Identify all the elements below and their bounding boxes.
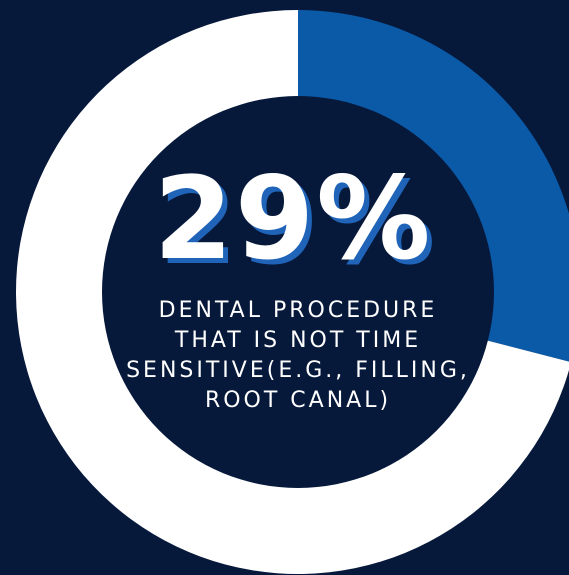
chart-caption: Dental procedure that is not time sensit…	[126, 298, 470, 413]
donut-center-disc	[102, 96, 494, 488]
center-label: 29% Dental procedure that is not time se…	[110, 162, 486, 416]
percentage-value: 29%	[153, 152, 433, 285]
